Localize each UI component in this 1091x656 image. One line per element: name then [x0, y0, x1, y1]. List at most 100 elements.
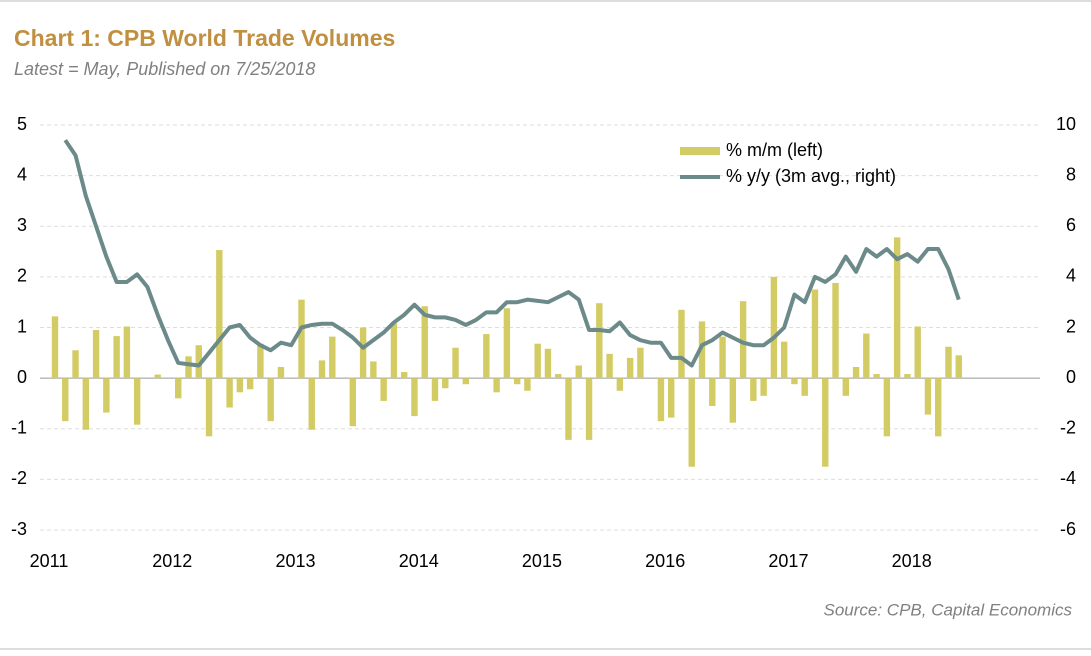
bar: [51, 316, 59, 379]
bar: [175, 378, 182, 399]
bar: [719, 336, 726, 379]
bar: [801, 378, 808, 396]
bar: [390, 323, 398, 379]
y-tick-label: -1: [11, 418, 27, 438]
bar: [400, 372, 408, 379]
bar: [257, 343, 264, 379]
bar: [277, 366, 285, 379]
y-tick-label: 1: [17, 316, 27, 336]
bar: [524, 378, 531, 391]
bar: [411, 378, 418, 417]
bar: [688, 378, 695, 467]
bar: [750, 378, 757, 401]
y-tick-label: -3: [11, 519, 27, 539]
bar: [852, 366, 860, 379]
y-tick-label: 2: [17, 266, 27, 286]
y2-tick-label: 2: [1066, 316, 1076, 336]
bar: [442, 378, 449, 389]
bar: [945, 346, 952, 379]
bar: [195, 345, 202, 379]
bar: [791, 378, 798, 385]
legend-swatch: [680, 147, 720, 155]
chart-title: Chart 1: CPB World Trade Volumes: [14, 25, 395, 51]
y-tick-label: 4: [17, 164, 27, 184]
bar: [596, 303, 603, 379]
bar: [298, 299, 305, 379]
bar: [329, 336, 336, 379]
bar: [493, 378, 500, 393]
bar: [780, 341, 788, 379]
bar: [103, 378, 110, 413]
bar: [431, 378, 439, 401]
x-tick-label: 2013: [275, 551, 315, 571]
x-tick-label: 2014: [399, 551, 439, 571]
x-tick-label: 2011: [30, 551, 69, 571]
bar: [914, 326, 921, 379]
bar: [226, 378, 233, 408]
bar: [616, 378, 624, 391]
y2-tick-label: 0: [1066, 367, 1076, 387]
bar: [308, 378, 315, 430]
bar: [318, 360, 326, 379]
bar: [585, 378, 593, 440]
source-note: Source: CPB, Capital Economics: [824, 600, 1073, 619]
bar: [483, 334, 490, 379]
bar: [62, 378, 69, 422]
bar: [359, 327, 367, 379]
x-tick-label: 2017: [768, 551, 808, 571]
bar: [370, 361, 377, 379]
bar: [729, 378, 737, 423]
chart-subtitle: Latest = May, Published on 7/25/2018: [14, 59, 315, 79]
bar: [760, 378, 767, 396]
bar: [955, 355, 962, 379]
bar: [606, 353, 613, 379]
bar: [133, 378, 141, 425]
y-tick-label: 5: [17, 114, 27, 134]
bar: [883, 378, 891, 437]
bar: [462, 378, 469, 385]
bar: [380, 378, 387, 401]
bar: [832, 282, 839, 379]
bar: [822, 378, 829, 467]
bar: [811, 289, 819, 379]
bar: [770, 276, 778, 379]
bar: [637, 347, 644, 379]
y-tick-label: 3: [17, 215, 27, 235]
bar: [863, 333, 870, 379]
bar: [935, 378, 942, 437]
bar: [205, 378, 213, 437]
bar: [709, 378, 716, 406]
bar: [873, 374, 880, 379]
y2-tick-label: -2: [1060, 418, 1076, 438]
bar: [657, 378, 665, 422]
bar: [349, 378, 357, 427]
x-tick-label: 2015: [522, 551, 562, 571]
bar: [555, 374, 562, 379]
bar: [452, 347, 459, 379]
y2-tick-label: 10: [1056, 114, 1076, 134]
bar: [82, 378, 90, 430]
bar: [216, 250, 223, 379]
legend-label: % y/y (3m avg., right): [726, 166, 896, 186]
y-tick-label: -2: [11, 468, 27, 488]
y2-tick-label: -4: [1060, 468, 1076, 488]
bar: [698, 321, 706, 379]
x-tick-label: 2018: [892, 551, 932, 571]
bar: [565, 378, 572, 440]
x-tick-label: 2016: [645, 551, 685, 571]
legend-label: % m/m (left): [726, 140, 823, 160]
bar: [575, 365, 582, 379]
y2-tick-label: 4: [1066, 266, 1076, 286]
bar: [739, 301, 747, 379]
bar: [924, 378, 932, 415]
y-tick-label: 0: [17, 367, 27, 387]
bar: [534, 343, 541, 379]
bar: [236, 378, 244, 393]
bar: [904, 374, 911, 379]
bar: [544, 348, 552, 379]
bar: [678, 309, 685, 379]
bar: [893, 237, 901, 379]
bar: [113, 336, 120, 379]
